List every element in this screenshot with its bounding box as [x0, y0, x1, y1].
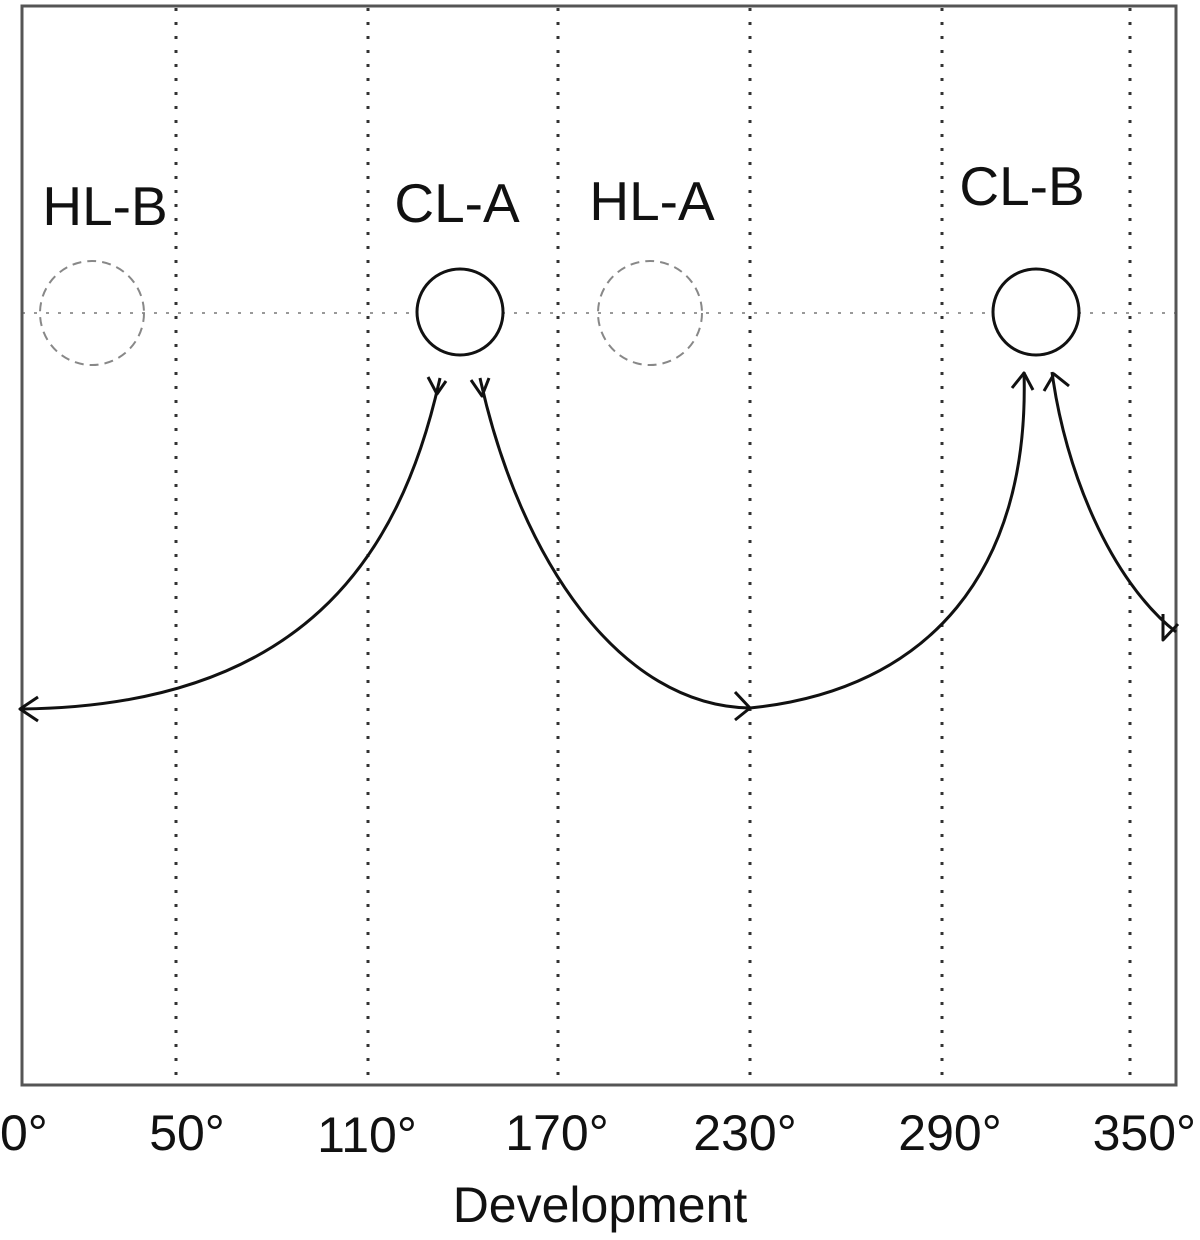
arrowhead-cl-a-right	[469, 377, 491, 398]
node-cl-b-label: CL-B	[959, 155, 1084, 217]
x-tick-label-0: 0°	[0, 1105, 48, 1161]
arrowheads	[18, 371, 1180, 723]
vertical-grid	[174, 8, 1132, 1085]
curve-cl-b-to-right	[1050, 371, 1177, 634]
x-tick-label-110: 110°	[317, 1107, 417, 1163]
x-tick-label-290: 290°	[898, 1105, 1001, 1161]
node-hl-b-label: HL-B	[42, 175, 167, 237]
node-hl-b-circle	[39, 260, 145, 366]
x-tick-label-230: 230°	[693, 1105, 796, 1161]
node-cl-b-circle	[991, 267, 1081, 357]
curve-cl-a-to-230	[478, 377, 751, 710]
node-cl-a-circle	[415, 267, 505, 357]
arrowhead-far-right	[1161, 614, 1180, 642]
node-hl-a-label: HL-A	[589, 170, 715, 232]
x-tick-label-170: 170°	[505, 1105, 608, 1161]
arrowhead-cl-b-right	[1042, 372, 1070, 392]
arrowhead-cl-a-left	[426, 376, 448, 396]
x-axis-tick-labels: 0° 50° 110° 170° 230° 290° 350°	[0, 1105, 1196, 1163]
arrowhead-230	[733, 690, 752, 722]
arrowhead-cl-b-left	[1010, 371, 1035, 391]
flow-curves	[21, 371, 1177, 711]
plot-frame	[20, 4, 1178, 1087]
node-hl-a-circle	[597, 260, 703, 366]
x-tick-label-350: 350°	[1093, 1105, 1196, 1161]
x-tick-label-50: 50°	[149, 1105, 225, 1161]
curve-cl-a-to-left	[21, 377, 442, 711]
node-cl-a-label: CL-A	[394, 172, 520, 234]
x-axis-label: Development	[453, 1177, 748, 1233]
arrowhead-far-left	[18, 695, 39, 723]
curve-230-to-cl-b	[749, 371, 1026, 710]
